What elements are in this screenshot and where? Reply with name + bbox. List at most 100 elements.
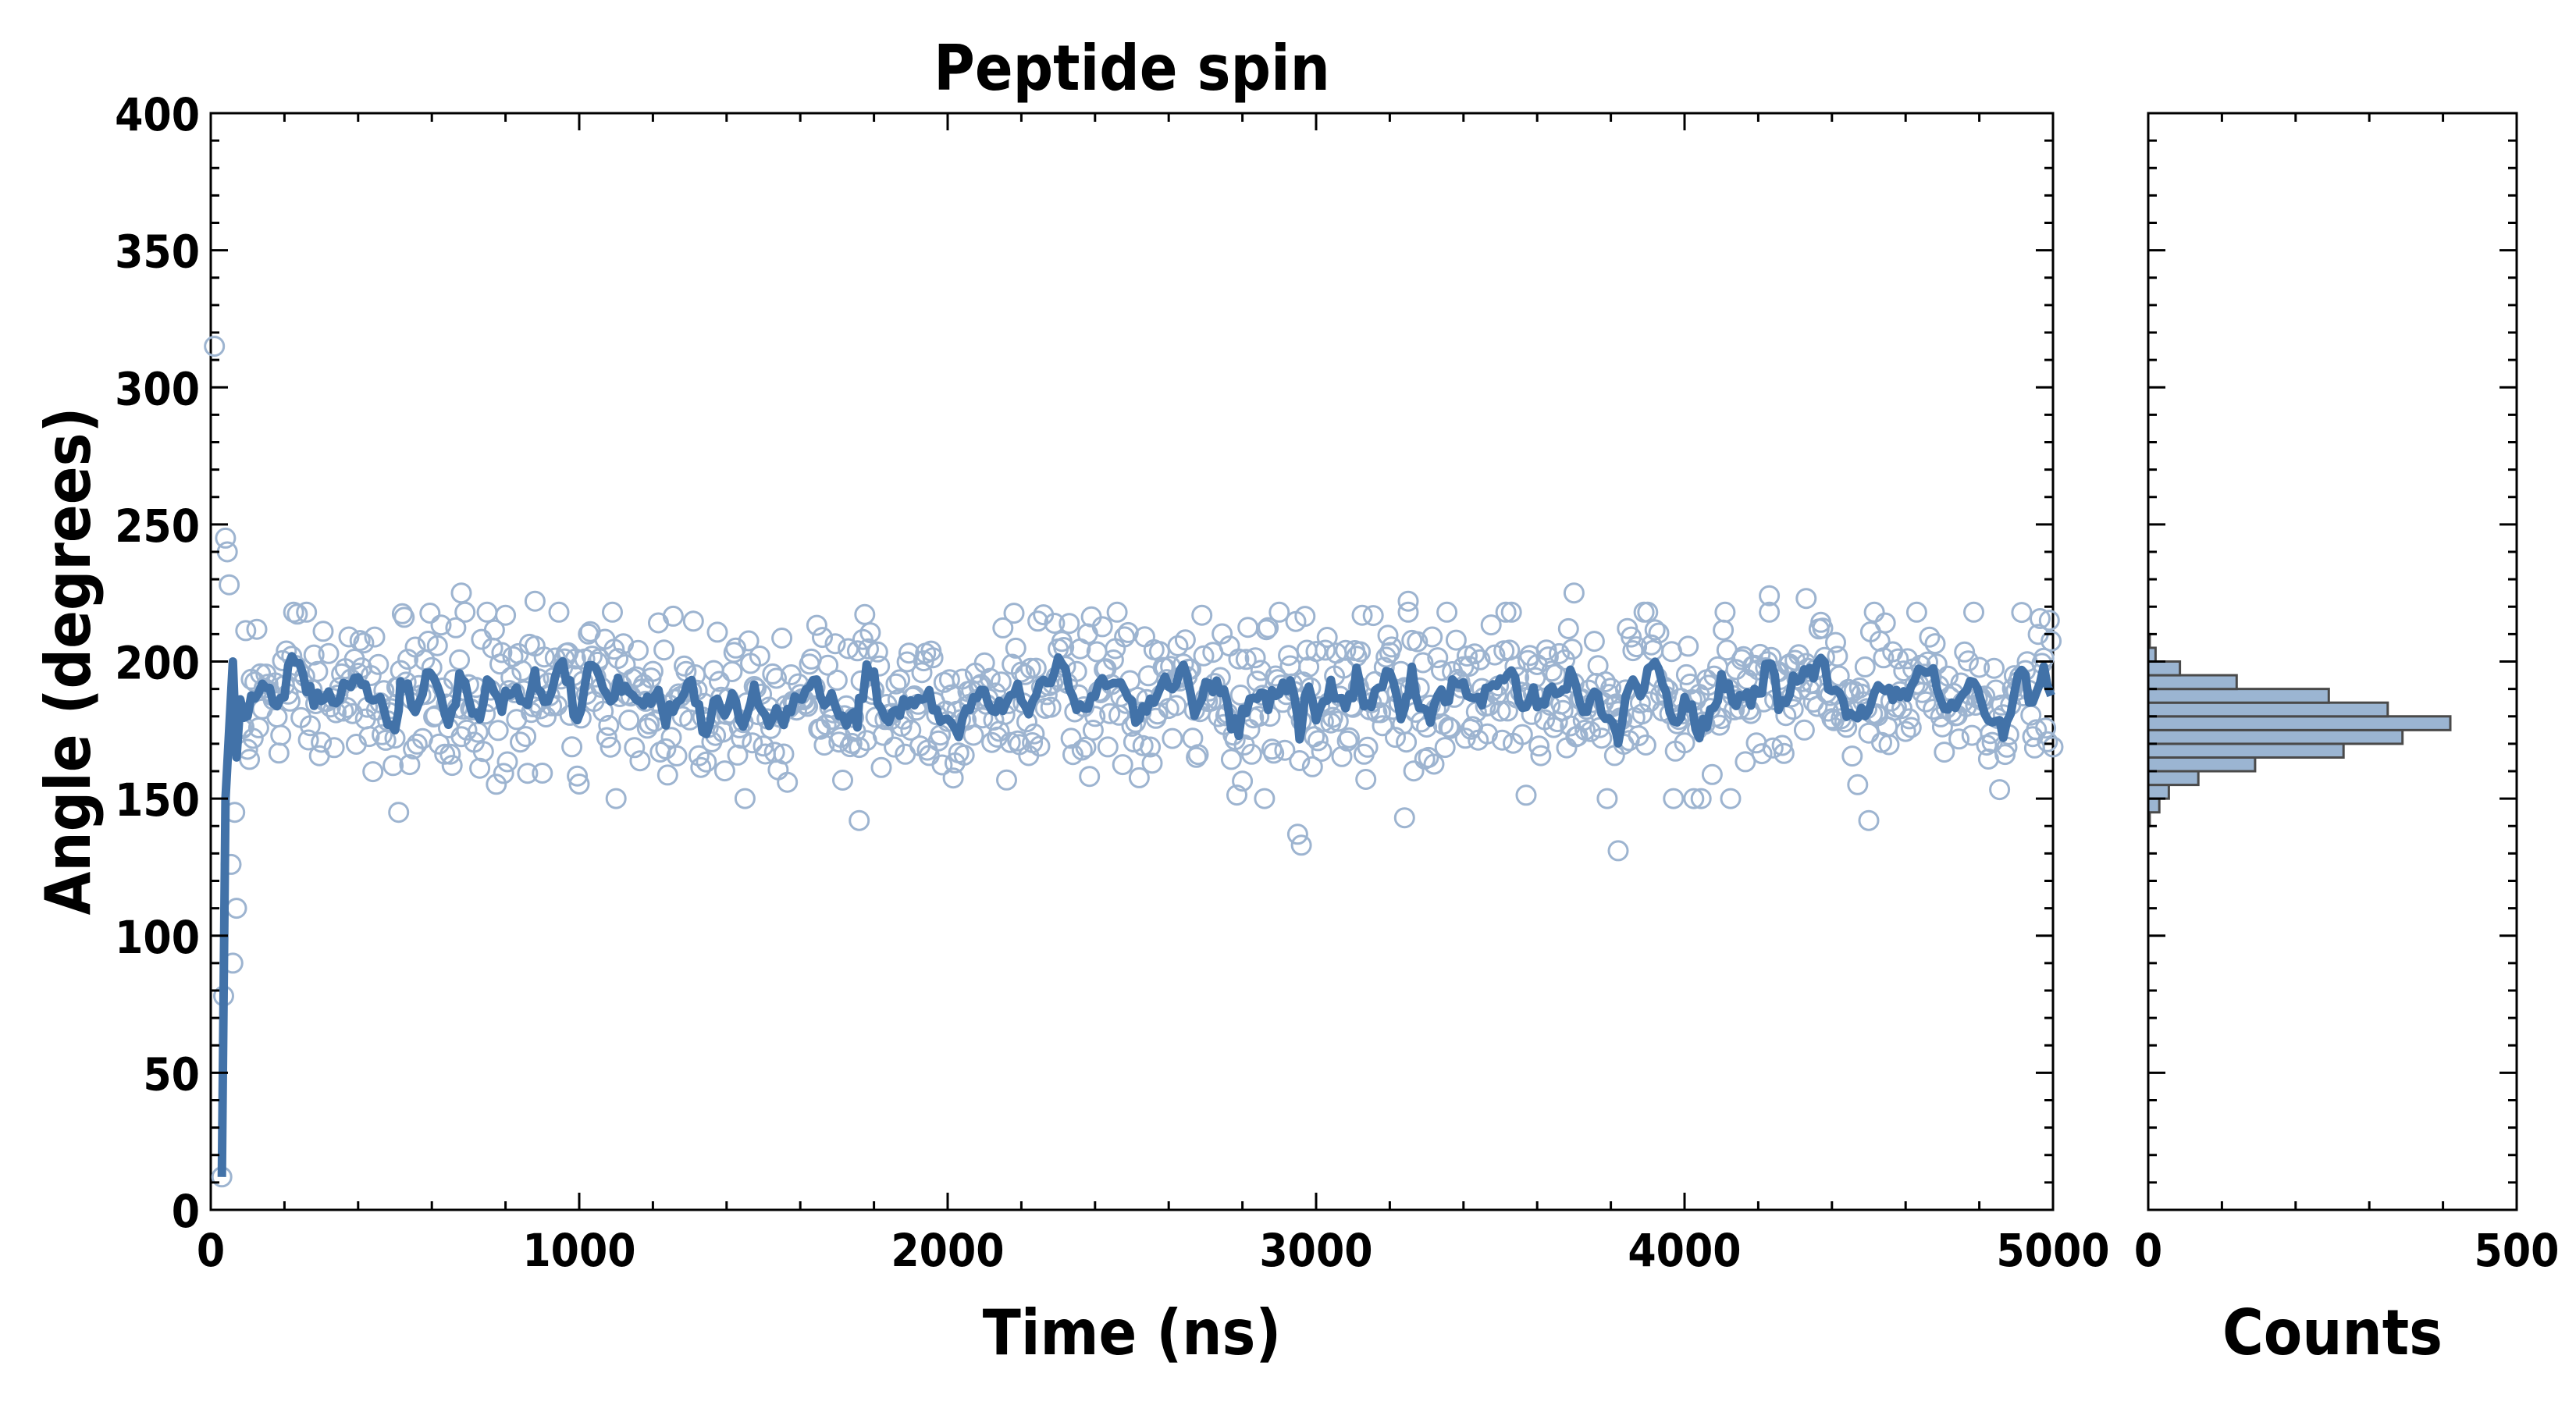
- scatter-point: [838, 638, 859, 660]
- scatter-point: [399, 754, 421, 776]
- scatter-point: [1097, 736, 1119, 758]
- scatter-point: [1407, 631, 1429, 653]
- scatter-point: [567, 765, 589, 787]
- scatter-point: [1274, 739, 1296, 761]
- scatter-point: [1059, 613, 1080, 635]
- scatter-point: [439, 743, 461, 765]
- scatter-point: [382, 755, 404, 777]
- main-x-tick-labels: 0 1000 2000 3000 4000 5000: [197, 1224, 2110, 1277]
- histogram-x-tick-label: 500: [2475, 1224, 2560, 1277]
- scatter-point: [592, 700, 614, 722]
- scatter-point: [506, 709, 528, 731]
- histogram-bar: [2147, 728, 2404, 745]
- scatter-point: [725, 637, 747, 659]
- scatter-point: [889, 669, 911, 691]
- scatter-point: [1854, 656, 1876, 678]
- scatter-point: [1336, 730, 1358, 752]
- scatter-point: [1091, 616, 1113, 638]
- scatter-point: [2011, 602, 2033, 624]
- y-tick-label: 0: [172, 1185, 200, 1238]
- scatter-point: [734, 788, 756, 809]
- scatter-point: [1900, 717, 1922, 738]
- scatter-point: [1075, 736, 1097, 758]
- scatter-point: [1915, 691, 1937, 713]
- scatter-point: [817, 654, 839, 676]
- scatter-point: [406, 733, 428, 755]
- scatter-point: [1464, 643, 1485, 665]
- x-axis-title: Time (ns): [983, 1297, 1282, 1369]
- scatter-point: [216, 541, 238, 563]
- scatter-point: [1226, 784, 1247, 806]
- scatter-point: [1255, 619, 1277, 641]
- scatter-point: [517, 763, 539, 784]
- scatter-point: [1362, 605, 1384, 627]
- scatter-point: [1187, 744, 1209, 766]
- scatter-point: [496, 751, 518, 773]
- scatter-point: [1258, 617, 1279, 638]
- scatter-point: [1841, 745, 1863, 767]
- scatter-point: [1793, 719, 1815, 741]
- y-tick-label: 350: [115, 226, 200, 279]
- histogram-bar: [2147, 742, 2345, 759]
- main-y-tick-labels: 0 50 100 150 200 250 300 350 400: [115, 88, 200, 1238]
- scatter-point: [598, 714, 620, 736]
- scatter-point: [318, 642, 340, 664]
- scatter-point: [1500, 601, 1522, 623]
- scatter-point: [1480, 614, 1502, 636]
- scatter-point: [561, 736, 583, 758]
- scatter-point: [1858, 809, 1880, 831]
- scatter-point: [1863, 601, 1885, 623]
- histogram-frame: [2147, 112, 2518, 1211]
- scatter-point: [1491, 729, 1513, 751]
- scatter-point: [1812, 617, 1834, 639]
- scatter-point: [1607, 840, 1629, 862]
- main-plot: 0 1000 2000 3000 4000 5000 0 50 100 150 200 250 300…: [32, 32, 2110, 1369]
- scatter-point: [999, 731, 1021, 753]
- scatter-point: [1888, 648, 1909, 670]
- scatter-point: [942, 767, 964, 789]
- scatter-point: [742, 732, 763, 754]
- scatter-point: [826, 669, 848, 691]
- scatter-point: [1140, 736, 1162, 758]
- scatter-point: [1427, 647, 1449, 669]
- scatter-point: [1186, 746, 1208, 768]
- scatter-point: [2030, 608, 2051, 629]
- scatter-point: [1290, 834, 1312, 856]
- scatter-point: [900, 719, 922, 741]
- scatter-point: [1591, 727, 1613, 749]
- scatter-point: [388, 802, 410, 823]
- scatter-point: [749, 646, 770, 667]
- scatter-point: [441, 755, 463, 777]
- scatter-point: [620, 685, 642, 707]
- scatter-point: [1595, 671, 1616, 692]
- scatter-point: [753, 735, 774, 757]
- histogram-bar: [2147, 674, 2238, 691]
- scatter-point: [1079, 766, 1101, 788]
- scatter-point: [469, 757, 491, 779]
- scatter-point: [358, 726, 380, 748]
- scatter-point: [1240, 743, 1262, 765]
- histogram-x-axis-title: Counts: [2222, 1297, 2443, 1369]
- scatter-point: [1528, 735, 1550, 757]
- scatter-point: [1397, 590, 1419, 612]
- scatter-point: [642, 660, 664, 682]
- scatter-point: [1957, 650, 1979, 672]
- scatter-point: [1212, 623, 1233, 645]
- histogram-bar: [2147, 770, 2200, 787]
- scatter-point: [368, 653, 390, 675]
- scatter-point: [1631, 703, 1653, 725]
- scatter-point: [1339, 727, 1360, 749]
- scatter-point: [242, 727, 264, 749]
- scatter-point: [1714, 601, 1736, 623]
- scatter-point: [870, 756, 892, 778]
- scatter-point: [1828, 665, 1850, 687]
- scatter-point: [349, 630, 371, 652]
- scatter-point: [688, 745, 710, 767]
- scatter-point: [884, 736, 906, 758]
- x-tick-label: 1000: [522, 1224, 635, 1277]
- scatter-point: [605, 788, 627, 809]
- scatter-point: [1134, 626, 1155, 648]
- scatter-point: [653, 639, 675, 661]
- scatter-point: [472, 741, 494, 763]
- scatter-point: [1458, 656, 1480, 678]
